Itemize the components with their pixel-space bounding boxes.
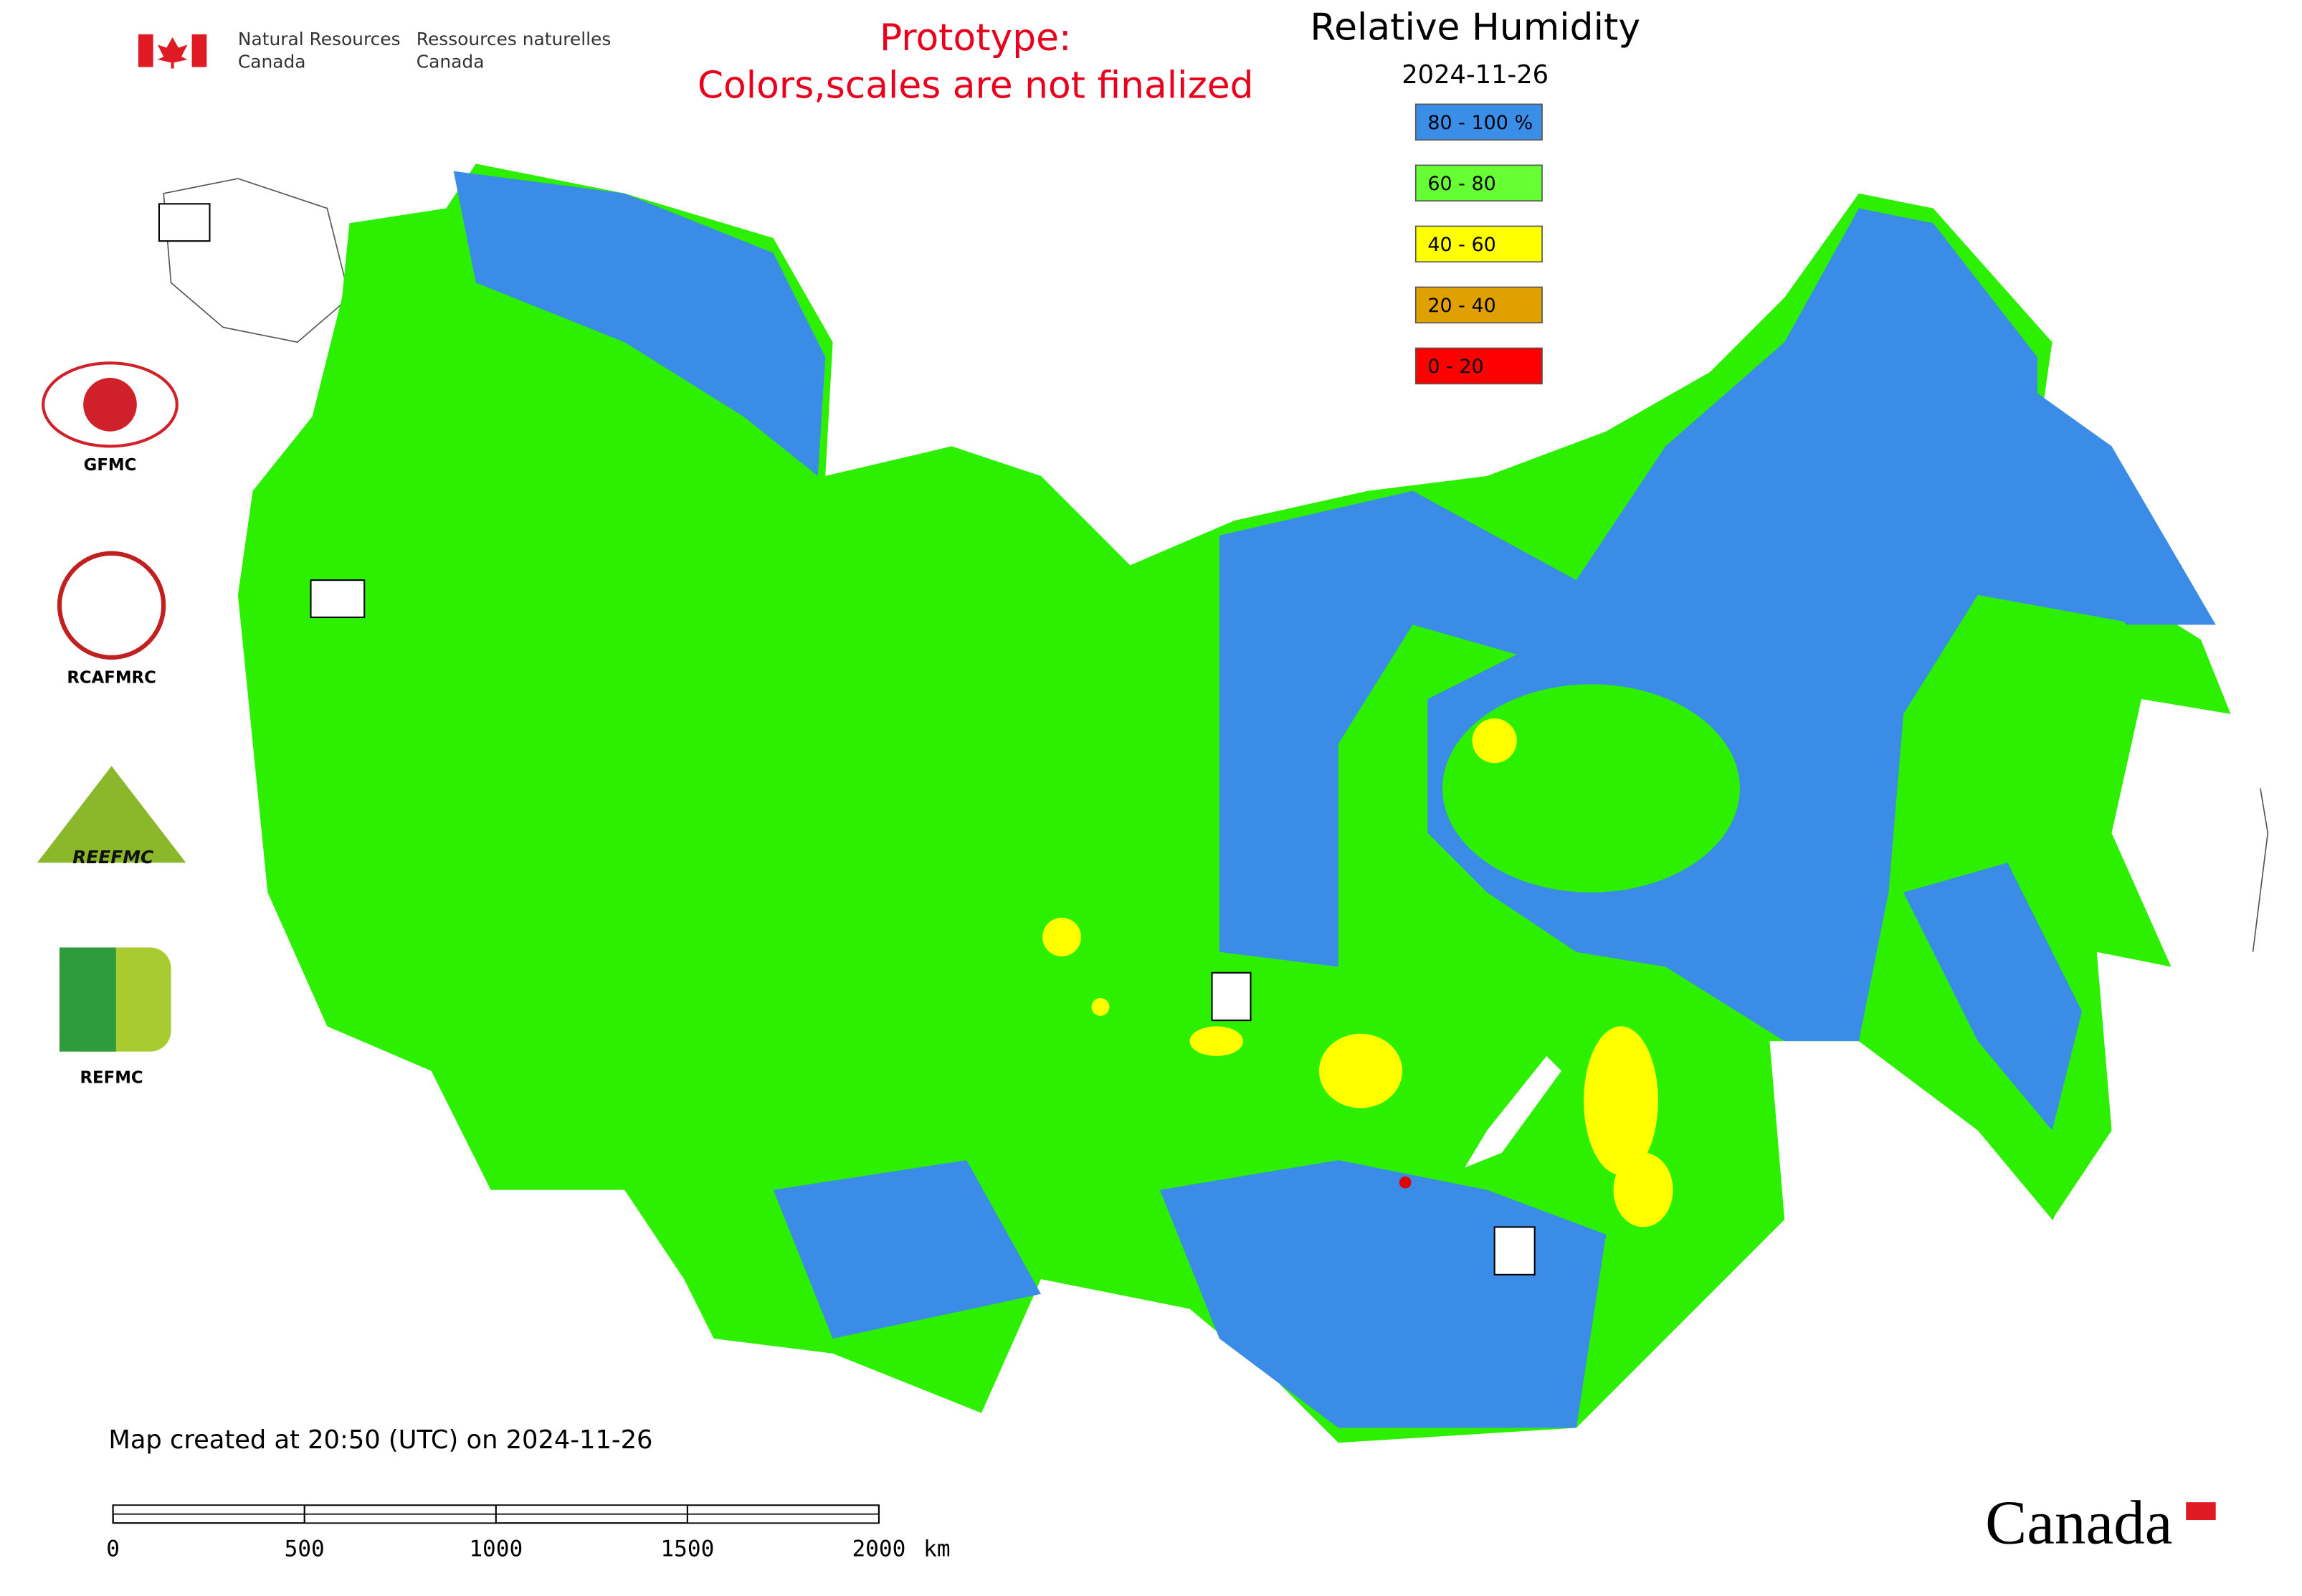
region-80-100 xyxy=(773,1160,1042,1339)
scale-segment xyxy=(112,1504,305,1515)
gfmc-logo xyxy=(42,361,179,448)
region-40-60 xyxy=(1042,917,1082,956)
region-80-100 xyxy=(453,171,2216,1428)
legend-swatch xyxy=(1414,286,1543,324)
scale-label: 1500 xyxy=(660,1536,714,1562)
region-80-100 xyxy=(1903,863,2083,1131)
region-40-60 xyxy=(1189,1026,1244,1056)
scale-bar: 0 500 1000 1500 2000 km xyxy=(106,1504,951,1562)
agency-fr: Ressources naturelles xyxy=(417,29,612,49)
region-40-60 xyxy=(1472,718,1517,764)
logo-label: GFMC xyxy=(84,456,137,475)
wordmark-flag xyxy=(2186,1502,2216,1521)
nrcan-signature: Natural Resources Canada Ressources natu… xyxy=(138,29,611,72)
date: 2024-11-26 xyxy=(1402,60,1549,90)
logos: GFMC RCAFMRC REEFMC REFMC xyxy=(37,203,1536,1276)
region-40-60 xyxy=(1318,1033,1403,1108)
flag-bar xyxy=(191,34,207,67)
notice: Prototype: xyxy=(880,16,1072,60)
region-60-80 xyxy=(1442,684,1740,893)
maple-leaf xyxy=(157,37,188,69)
region-40-60 xyxy=(1584,1026,1658,1175)
map-marker xyxy=(1211,972,1252,1022)
lake-baikal xyxy=(1465,1055,1562,1168)
legend-swatch xyxy=(1414,164,1543,202)
map-marker xyxy=(1493,1226,1536,1276)
legend-label: 60 - 80 xyxy=(1427,173,1495,195)
agency-en: Canada xyxy=(238,51,306,72)
scale-label: 0 xyxy=(106,1536,120,1562)
flag-bar xyxy=(138,34,153,67)
scale-label: 500 xyxy=(285,1536,325,1562)
region-80-100 xyxy=(1219,208,2141,1042)
wordmark: Canada xyxy=(1985,1488,2172,1557)
region-40-60 xyxy=(1613,1152,1673,1227)
map-marker xyxy=(310,579,366,619)
scale-unit: km xyxy=(923,1536,950,1562)
legend-label: 0 - 20 xyxy=(1427,356,1483,378)
rcafmrc-logo xyxy=(57,551,166,660)
title: Relative Humidity xyxy=(1310,6,1640,49)
legend-label: 40 - 60 xyxy=(1427,234,1495,256)
map xyxy=(163,163,2269,1443)
logo-label: REEFMC xyxy=(72,847,154,868)
gfmc-logo xyxy=(83,378,137,432)
scale-segment xyxy=(687,1513,880,1524)
reefmc-logo xyxy=(37,766,186,863)
logo-label: REFMC xyxy=(80,1069,143,1088)
scale-label: 1000 xyxy=(469,1536,523,1562)
region-80-100 xyxy=(2007,371,2216,625)
notice: Colors,scales are not finalized xyxy=(698,65,1254,108)
footer-note: Map created at 20:50 (UTC) on 2024-11-26 xyxy=(108,1425,652,1455)
logo-label: RCAFMRC xyxy=(67,669,156,688)
scale-label: 2000 xyxy=(852,1536,905,1562)
agency-en: Natural Resources xyxy=(238,29,401,49)
legend-label: 20 - 40 xyxy=(1427,295,1495,317)
region-0-20 xyxy=(1399,1176,1412,1189)
legend-label: 80 - 100 % xyxy=(1427,112,1533,134)
refmc-logo xyxy=(59,947,116,1052)
legend: 80 - 100 % 60 - 80 40 - 60 20 - 40 0 - 20 xyxy=(1414,103,1543,385)
region-40-60 xyxy=(1042,718,1673,1227)
legend-swatch xyxy=(1414,347,1543,385)
region-80-100 xyxy=(453,171,826,476)
map-marker xyxy=(158,203,211,242)
scale-segment xyxy=(495,1504,688,1515)
legend-swatch xyxy=(1414,225,1543,263)
scale-segment xyxy=(303,1513,497,1524)
legend-swatch xyxy=(1414,103,1543,141)
region-40-60 xyxy=(1091,997,1110,1016)
agency-fr: Canada xyxy=(417,51,485,72)
